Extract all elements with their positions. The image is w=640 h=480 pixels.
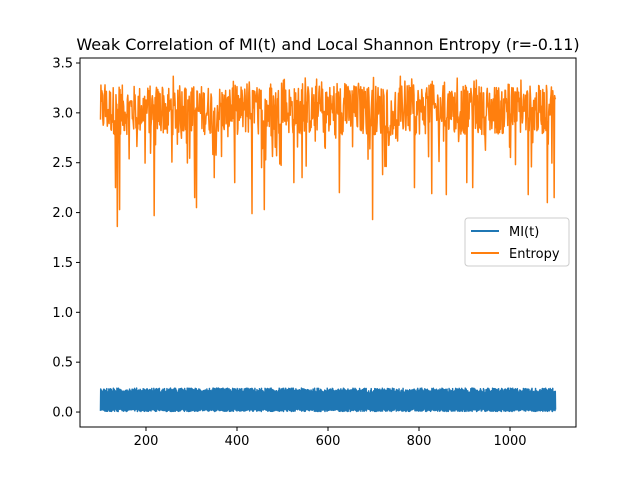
- y-tick-label: 0.0: [52, 406, 73, 421]
- legend: MI(t) Entropy: [464, 217, 570, 267]
- x-tick-label: 400: [225, 434, 250, 449]
- legend-label-entropy: Entropy: [509, 247, 560, 262]
- legend-label-mi: MI(t): [509, 225, 539, 240]
- axes-layer: 200 400 600 800 1000 0.0 0.5 1.0 1.5 2.0 2.5 3.0 3.5: [52, 56, 577, 449]
- y-tick-label: 1.5: [52, 256, 73, 271]
- y-tick-label: 3.5: [52, 56, 73, 71]
- y-tick-label: 2.0: [52, 206, 73, 221]
- x-tick-label: 1000: [493, 434, 526, 449]
- series-line-mi: [99, 387, 557, 413]
- series-line-entropy: [99, 75, 557, 228]
- x-tick-label: 600: [316, 434, 341, 449]
- x-tick-label: 800: [407, 434, 432, 449]
- chart-title: Weak Correlation of MI(t) and Local Shan…: [76, 35, 579, 54]
- y-tick-label: 0.5: [52, 356, 73, 371]
- series-layer: [99, 75, 557, 413]
- y-tick-label: 3.0: [52, 106, 73, 121]
- y-tick-label: 2.5: [52, 156, 73, 171]
- x-tick-label: 200: [134, 434, 159, 449]
- y-tick-label: 1.0: [52, 306, 73, 321]
